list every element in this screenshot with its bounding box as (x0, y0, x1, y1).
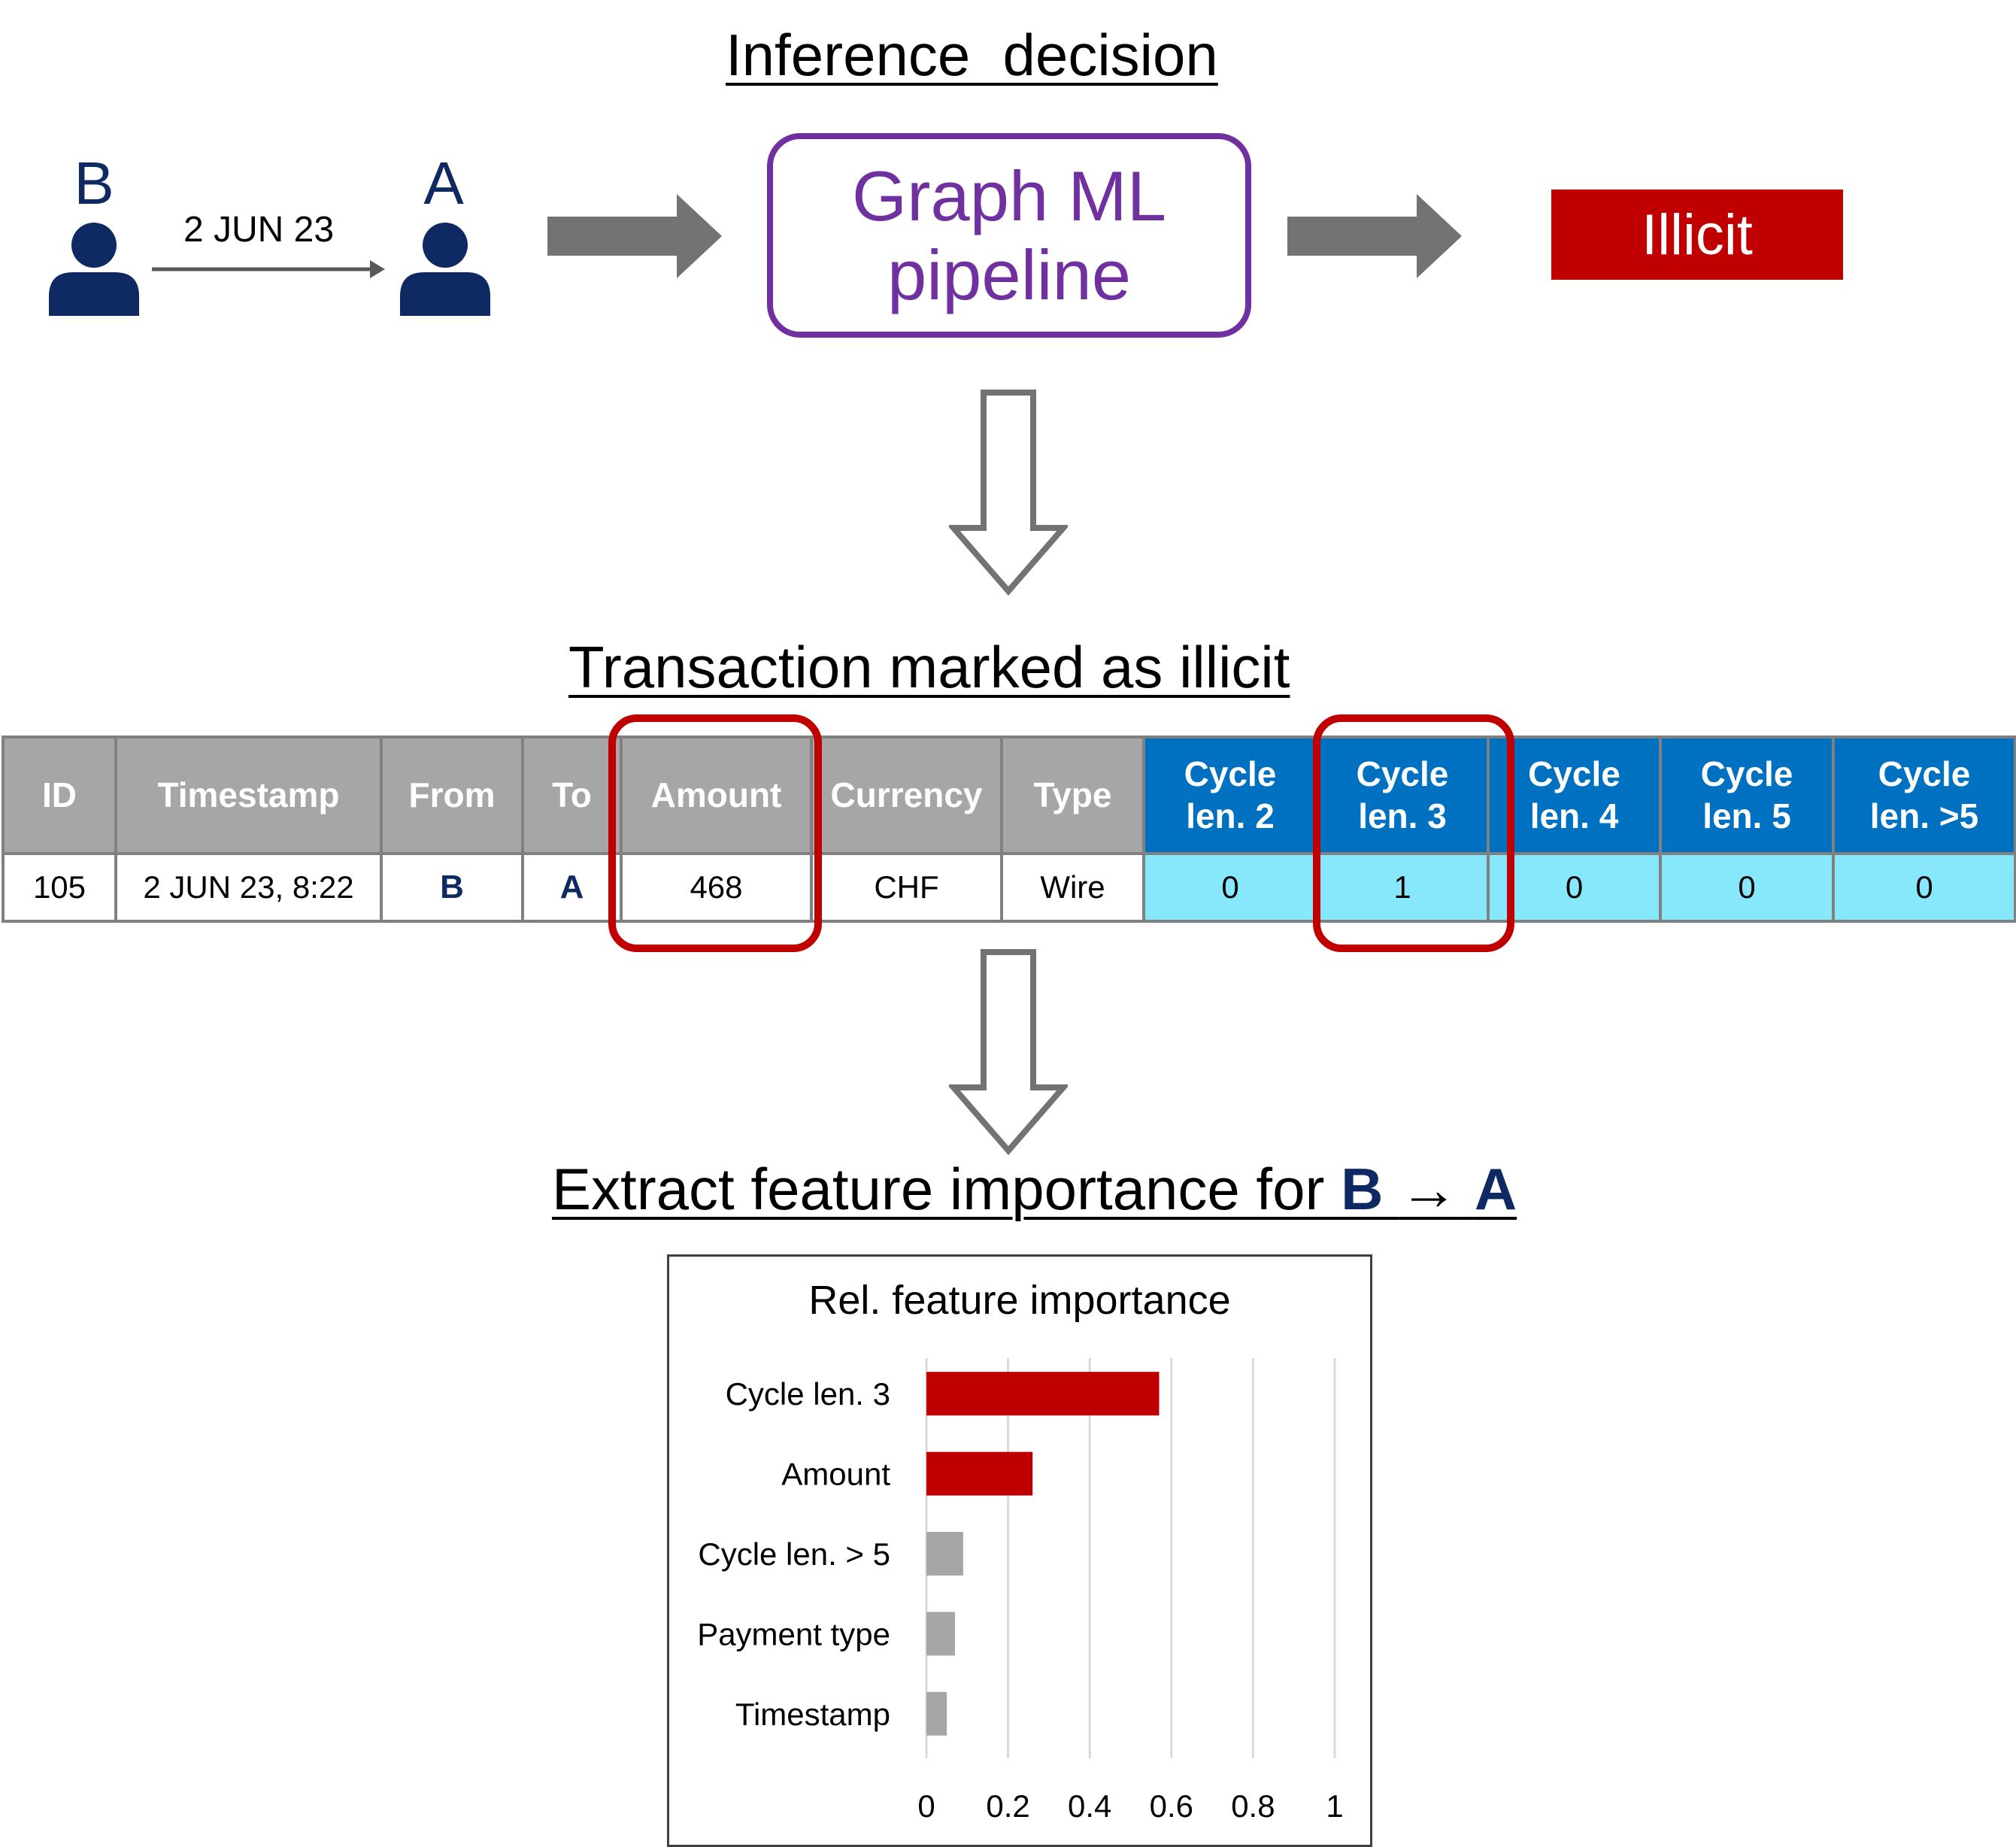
column-header: Cycle len. 4 (1487, 735, 1662, 855)
edge-date-label: 2 JUN 23 (183, 210, 335, 250)
extract-title-arrow: → (1399, 1156, 1459, 1222)
x-tick-label: 0.6 (1150, 1788, 1193, 1824)
category-label: Timestamp (735, 1697, 890, 1732)
category-label: Cycle len. 3 (726, 1376, 890, 1412)
feature-importance-chart (667, 1254, 1372, 1847)
graph-ml-pipeline-box: Graph ML pipeline (767, 133, 1251, 338)
table-cell: 468 (620, 852, 813, 923)
table-cell: Wire (1000, 852, 1145, 923)
pipeline-label-line1: Graph ML (852, 156, 1166, 235)
table-cell: 0 (1659, 852, 1835, 923)
arrow-to-result (1287, 194, 1462, 278)
table-cell: 2 JUN 23, 8:22 (114, 852, 383, 923)
x-tick-label: 0.8 (1231, 1788, 1275, 1824)
column-header: Timestamp (114, 735, 383, 855)
column-header: Type (1000, 735, 1145, 855)
node-a-label: A (423, 150, 464, 217)
column-header: Cycle len. 5 (1659, 735, 1835, 855)
amount-highlight (608, 714, 822, 952)
node-b-label: B (74, 150, 114, 217)
bar-chart-plot: 0 0.2 0.4 0.6 0.8 1 Cycle len. 3 Amount Cycle le… (697, 1358, 1344, 1824)
transaction-title: Transaction marked as illicit (568, 634, 1290, 700)
bar (926, 1532, 963, 1576)
down-arrow-1 (949, 390, 1068, 596)
table-cell: 1 (1315, 852, 1490, 923)
user-a-icon (400, 223, 490, 316)
bar (926, 1612, 956, 1656)
x-tick-label: 1 (1326, 1788, 1343, 1824)
cycle-len-3-highlight (1313, 714, 1514, 952)
extract-title-to: A (1474, 1156, 1517, 1222)
table-cell: 0 (1832, 852, 2016, 923)
extract-title: Extract feature importance for B → A (552, 1155, 1517, 1224)
illicit-result-badge: Illicit (1551, 190, 1843, 280)
column-header: Currency (810, 735, 1003, 855)
x-tick-label: 0 (917, 1788, 935, 1824)
down-arrow-2 (949, 949, 1068, 1155)
table-cell: 0 (1142, 852, 1318, 923)
inference-title: Inference decision (726, 22, 1218, 88)
table-header-row: ID Timestamp From To Amount Currency Typ… (2, 735, 2016, 855)
category-label: Amount (781, 1457, 890, 1492)
column-header: From (380, 735, 524, 855)
extract-title-prefix: Extract feature importance for (552, 1156, 1341, 1222)
extract-title-from: B (1341, 1156, 1384, 1222)
bar (926, 1691, 947, 1736)
transaction-table: ID Timestamp From To Amount Currency Typ… (2, 735, 2016, 923)
table-cell: 105 (2, 852, 117, 923)
category-label: Payment type (697, 1616, 890, 1651)
bar (926, 1372, 1160, 1416)
column-header: Cycle len. 3 (1315, 735, 1490, 855)
column-header: To (521, 735, 623, 855)
bar (926, 1451, 1033, 1496)
pipeline-label-line2: pipeline (887, 235, 1132, 314)
category-label: Cycle len. > 5 (698, 1536, 890, 1572)
table-cell: A (521, 852, 623, 923)
edge-arrow (152, 260, 385, 278)
column-header: Cycle len. 2 (1142, 735, 1318, 855)
user-b-icon (49, 223, 139, 316)
column-header: Cycle len. >5 (1832, 735, 2016, 855)
arrow-to-pipeline (547, 194, 722, 278)
table-cell: CHF (810, 852, 1003, 923)
column-header: ID (2, 735, 117, 855)
column-header: Amount (620, 735, 813, 855)
table-cell: B (380, 852, 524, 923)
x-tick-label: 0.4 (1068, 1788, 1111, 1824)
x-tick-label: 0.2 (986, 1788, 1029, 1824)
chart-title: Rel. feature importance (808, 1278, 1231, 1323)
table-row: 105 2 JUN 23, 8:22 B A 468 CHF Wire 0 1 … (2, 852, 2016, 923)
table-cell: 0 (1487, 852, 1662, 923)
